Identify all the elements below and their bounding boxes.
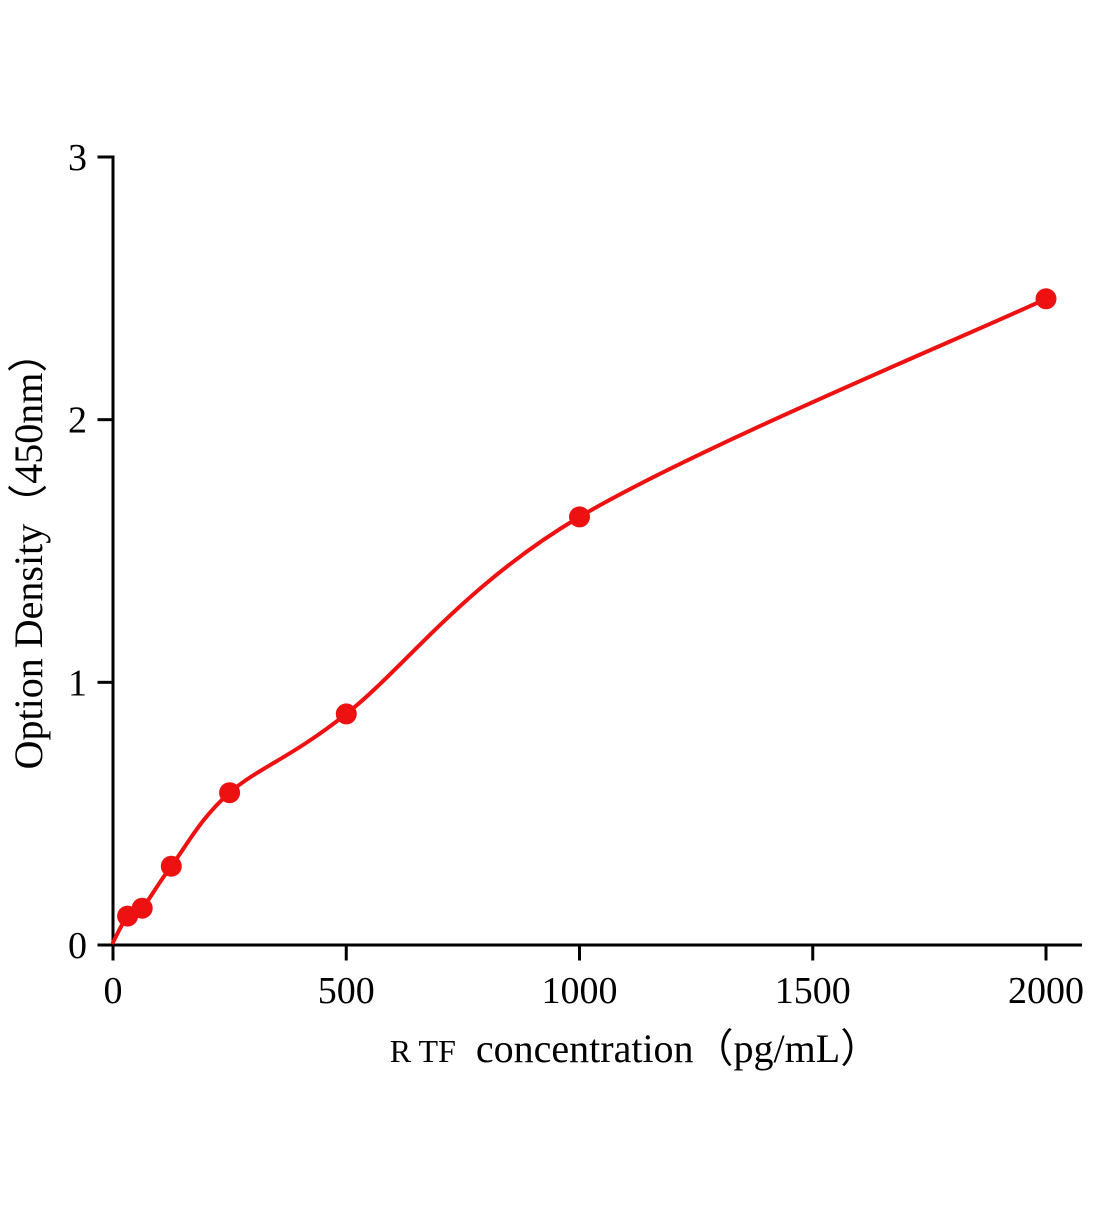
data-point (1035, 288, 1057, 310)
data-point (131, 897, 153, 919)
x-tick-label: 500 (318, 970, 375, 1012)
x-axis-title-prefix: R TF (390, 1033, 456, 1069)
data-point (160, 855, 182, 877)
tick-marks (97, 155, 1048, 961)
x-axis-title-rest: concentration（pg/mL） (476, 1026, 880, 1071)
y-tick-label: 0 (68, 925, 87, 967)
data-points (117, 288, 1057, 927)
y-tick-label: 1 (68, 662, 87, 704)
x-axis-title: R TF concentration（pg/mL） (390, 1026, 880, 1071)
y-tick-label: 3 (68, 137, 87, 179)
tick-labels: 0 500 1000 1500 2000 0 1 2 3 (68, 137, 1084, 1012)
y-tick-label: 2 (68, 400, 87, 442)
x-tick-label: 1500 (775, 970, 851, 1012)
data-point (569, 506, 590, 528)
x-tick-label: 1000 (542, 970, 618, 1012)
data-point (219, 782, 241, 804)
y-axis-title: Option Density（450nm） (6, 333, 51, 770)
data-point (335, 703, 357, 725)
x-tick-label: 0 (104, 970, 123, 1012)
fit-curve (111, 296, 1048, 945)
x-tick-label: 2000 (1008, 970, 1084, 1012)
axes (111, 155, 1082, 947)
